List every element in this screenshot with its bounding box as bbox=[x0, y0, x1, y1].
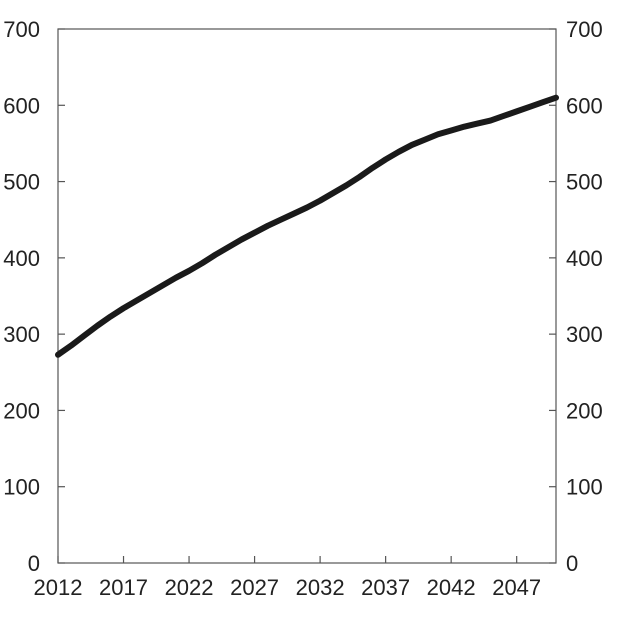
x-tick-label: 2037 bbox=[361, 575, 410, 600]
y-tick-label-left: 200 bbox=[3, 398, 40, 423]
y-tick-label-left: 100 bbox=[3, 475, 40, 500]
y-tick-label-right: 200 bbox=[566, 398, 603, 423]
x-tick-label: 2042 bbox=[427, 575, 476, 600]
y-tick-label-right: 700 bbox=[566, 17, 603, 42]
y-tick-label-left: 600 bbox=[3, 93, 40, 118]
x-tick-label: 2012 bbox=[34, 575, 83, 600]
y-tick-label-left: 500 bbox=[3, 170, 40, 195]
y-tick-label-right: 100 bbox=[566, 475, 603, 500]
y-tick-label-right: 500 bbox=[566, 170, 603, 195]
y-tick-label-right: 600 bbox=[566, 93, 603, 118]
y-tick-label-left: 300 bbox=[3, 322, 40, 347]
y-tick-label-right: 400 bbox=[566, 246, 603, 271]
x-tick-label: 2047 bbox=[492, 575, 541, 600]
x-tick-label: 2022 bbox=[165, 575, 214, 600]
chart-ticks bbox=[57, 28, 556, 564]
x-tick-label: 2017 bbox=[99, 575, 148, 600]
y-tick-label-left: 0 bbox=[28, 551, 40, 576]
chart-tick-labels: 0 0 100 100 200 200 300 300 400 400 500 500 600 600 70… bbox=[3, 17, 602, 600]
series-line bbox=[55, 94, 559, 358]
plot-frame bbox=[57, 28, 557, 564]
y-tick-label-right: 300 bbox=[566, 322, 603, 347]
y-tick-label-left: 400 bbox=[3, 246, 40, 271]
chart-axes bbox=[57, 28, 557, 564]
y-tick-label-right: 0 bbox=[566, 551, 578, 576]
y-tick-label-left: 700 bbox=[3, 17, 40, 42]
x-tick-label: 2032 bbox=[296, 575, 345, 600]
x-tick-label: 2027 bbox=[230, 575, 279, 600]
chart-series bbox=[55, 94, 559, 358]
